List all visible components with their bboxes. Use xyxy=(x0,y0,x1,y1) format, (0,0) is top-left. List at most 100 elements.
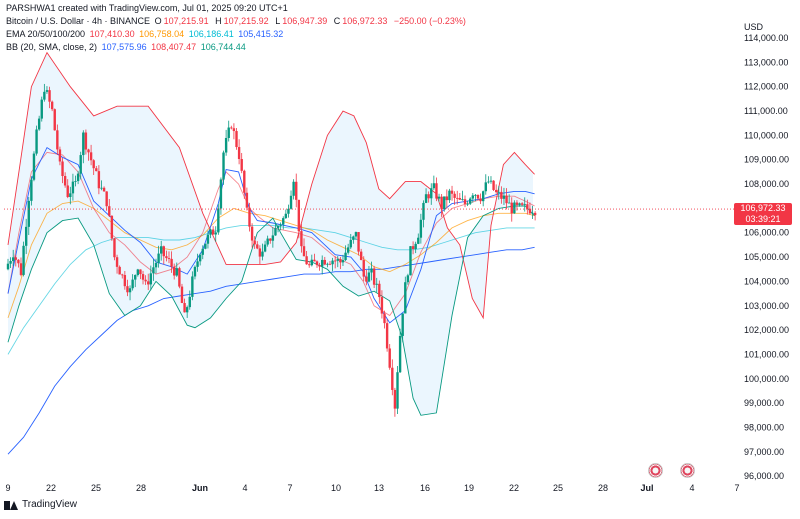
candle-body xyxy=(121,274,124,276)
candle-body xyxy=(17,259,20,264)
candle-body xyxy=(71,181,75,194)
candle-body xyxy=(437,196,441,199)
candle-body xyxy=(383,313,386,324)
candle-body xyxy=(445,196,449,201)
candle-body xyxy=(113,238,116,258)
candle-body xyxy=(295,181,298,200)
candle-body xyxy=(180,286,184,303)
candle-body xyxy=(258,248,262,257)
bb-label: BB (20, SMA, close, 2) xyxy=(6,42,98,52)
candle-body xyxy=(300,231,303,247)
tradingview-logo-icon xyxy=(4,500,18,510)
price-axis-label: 102,000.00 xyxy=(744,325,789,335)
candle-body xyxy=(440,196,443,210)
candle-body xyxy=(378,283,381,298)
candle-body xyxy=(188,296,191,308)
candle-body xyxy=(74,181,77,182)
candle-body xyxy=(357,232,360,252)
price-axis-label: 100,000.00 xyxy=(744,374,789,384)
candle-body xyxy=(76,173,80,182)
candle-body xyxy=(513,202,516,214)
candle-body xyxy=(147,281,150,285)
candle-body xyxy=(141,274,145,280)
candle-body xyxy=(178,268,181,287)
time-axis-label: 7 xyxy=(734,483,739,493)
candle-body xyxy=(320,259,324,267)
candle-body xyxy=(279,224,282,226)
candle-body xyxy=(245,192,249,208)
candle-body xyxy=(310,259,314,266)
candle-body xyxy=(139,269,142,275)
time-axis-label: 4 xyxy=(689,483,694,493)
bb-lower-line xyxy=(7,205,535,416)
ema20-value: 107,410.30 xyxy=(89,29,135,39)
candle-body xyxy=(204,243,207,249)
price-axis-label: 101,000.00 xyxy=(744,349,789,359)
time-axis-label: 9 xyxy=(5,483,10,493)
candle-body xyxy=(380,297,384,314)
candle-body xyxy=(79,155,82,174)
price-axis-label: 97,000.00 xyxy=(744,447,784,457)
candle-body xyxy=(466,203,469,205)
tradingview-branding[interactable]: TradingView xyxy=(4,499,77,510)
currency-label: USD xyxy=(744,22,764,32)
candle-body xyxy=(344,252,347,261)
candle-body xyxy=(87,149,90,153)
candle-body xyxy=(341,260,345,263)
candle-body xyxy=(505,195,508,204)
time-axis-label: 25 xyxy=(553,483,563,493)
ema100-value: 106,186.41 xyxy=(188,29,234,39)
candle-body xyxy=(144,279,147,282)
price-axis-label: 104,000.00 xyxy=(744,276,789,286)
ema-label: EMA 20/50/100/200 xyxy=(6,29,86,39)
bb-basis-line xyxy=(7,146,535,324)
symbol-name[interactable]: Bitcoin / U.S. Dollar · 4h · BINANCE xyxy=(6,16,151,26)
candle-body xyxy=(533,212,537,216)
candle-body xyxy=(484,182,487,192)
time-axis-label: 22 xyxy=(509,483,519,493)
bb-basis-value: 107,575.96 xyxy=(101,42,147,52)
candle-body xyxy=(22,245,25,275)
candle-body xyxy=(518,203,521,205)
candle-body xyxy=(458,198,462,200)
candle-body xyxy=(84,132,88,150)
candle-body xyxy=(450,190,454,194)
candle-body xyxy=(196,261,199,267)
candle-body xyxy=(481,191,485,202)
candle-body xyxy=(219,179,223,209)
candle-body xyxy=(211,229,215,235)
candle-body xyxy=(37,118,41,130)
candle-body xyxy=(398,335,402,373)
candle-body xyxy=(315,261,319,266)
candle-body xyxy=(118,266,121,275)
candle-body xyxy=(201,248,204,255)
candle-body xyxy=(9,261,12,264)
candle-body xyxy=(308,264,311,266)
candle-body xyxy=(48,90,51,102)
candle-body xyxy=(422,202,425,220)
candle-body xyxy=(40,99,43,119)
legend-bb-row[interactable]: BB (20, SMA, close, 2) 107,575.96 108,40… xyxy=(6,42,248,52)
candle-body xyxy=(66,185,69,198)
ema200-value: 105,415.32 xyxy=(238,29,284,39)
candle-body xyxy=(476,194,480,199)
candle-body xyxy=(269,238,272,241)
price-axis-label: 114,000.00 xyxy=(744,33,788,43)
candle-body xyxy=(209,229,212,235)
candle-body xyxy=(372,268,376,285)
candle-body xyxy=(435,183,438,199)
candle-body xyxy=(323,259,326,265)
us-economic-event-icon[interactable] xyxy=(680,463,695,478)
candle-body xyxy=(217,208,220,233)
candle-body xyxy=(385,323,389,349)
us-economic-event-icon[interactable] xyxy=(648,463,663,478)
candle-body xyxy=(414,243,417,250)
candle-body xyxy=(500,191,503,199)
candle-body xyxy=(175,268,178,276)
candle-body xyxy=(432,183,436,189)
legend-ema-row[interactable]: EMA 20/50/100/200 107,410.30 106,758.04 … xyxy=(6,29,285,39)
time-axis-label: 7 xyxy=(287,483,292,493)
candle-body xyxy=(261,251,264,257)
candle-body xyxy=(274,228,277,236)
